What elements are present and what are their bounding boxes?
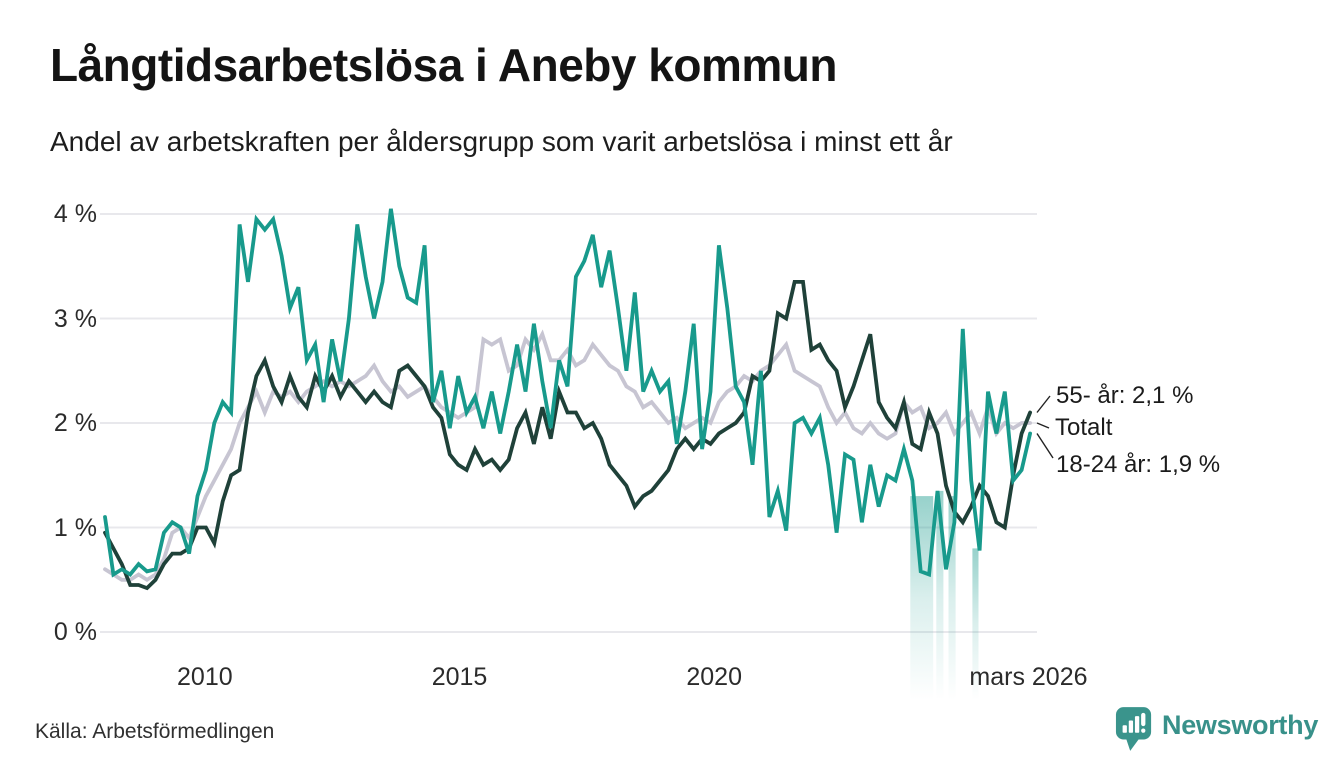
x-axis-tick-label: 2010 bbox=[177, 663, 233, 691]
newsworthy-wordmark: Newsworthy bbox=[1162, 710, 1319, 740]
y-axis-tick-label: 4 % bbox=[53, 200, 97, 228]
series-line-55-ar bbox=[103, 279, 1032, 591]
uncertainty-band bbox=[972, 548, 979, 700]
source-credit: Källa: Arbetsförmedlingen bbox=[35, 720, 275, 743]
y-axis-tick-label: 1 % bbox=[53, 513, 97, 542]
series-end-label-totalt: Totalt bbox=[1055, 414, 1113, 441]
series-line-totalt bbox=[103, 329, 1032, 583]
uncertainty-band bbox=[910, 496, 934, 700]
newsworthy-logo: Newsworthy bbox=[1115, 706, 1318, 752]
uncertainty-band bbox=[936, 490, 944, 700]
page-title: Långtidsarbetslösa i Aneby kommun bbox=[50, 39, 837, 91]
series-line-18-24-ar bbox=[103, 208, 1032, 578]
series-end-label-18-24-ar: 18-24 år: 1,9 % bbox=[1056, 451, 1221, 478]
x-axis-tick-label: 2015 bbox=[431, 663, 488, 691]
label-leader-line bbox=[1036, 395, 1051, 413]
label-leader-line bbox=[1036, 433, 1054, 459]
y-axis-tick-label: 3 % bbox=[53, 304, 97, 333]
page-subtitle: Andel av arbetskraften per åldersgrupp s… bbox=[50, 126, 953, 157]
label-leader-line bbox=[1036, 422, 1050, 429]
newsworthy-bubble-chart-icon bbox=[1115, 707, 1152, 751]
x-axis-tick-label: 2020 bbox=[686, 663, 742, 691]
x-axis-tick-label: mars 2026 bbox=[969, 663, 1088, 691]
y-axis-tick-label: 2 % bbox=[53, 409, 97, 437]
y-axis-tick-label: 0 % bbox=[53, 618, 97, 646]
uncertainty-band bbox=[948, 496, 956, 700]
series-end-label-55-ar: 55- år: 2,1 % bbox=[1056, 382, 1194, 409]
